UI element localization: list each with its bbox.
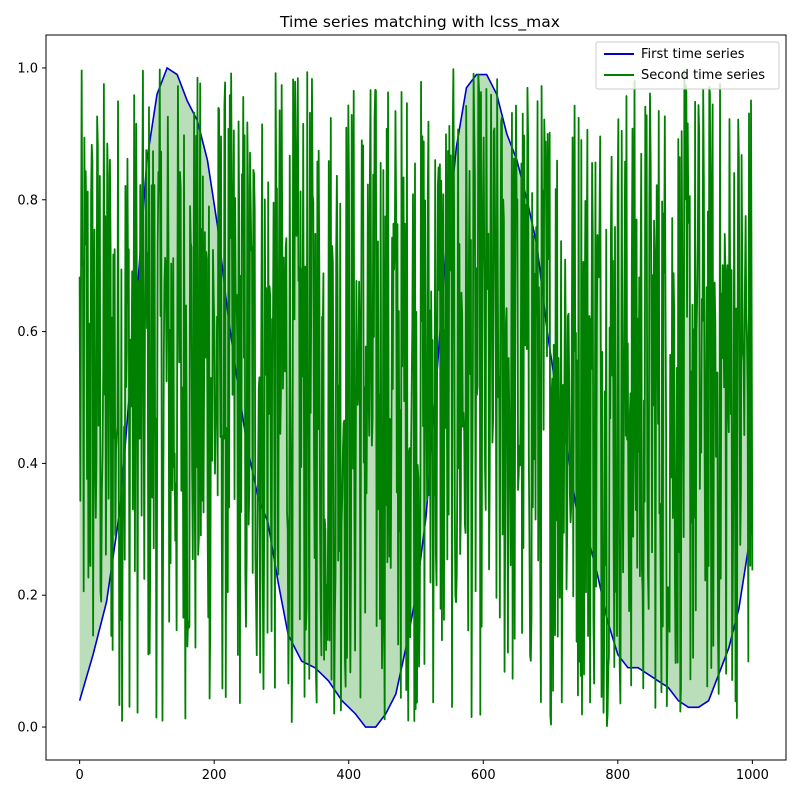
y-tick-label: 0.4 — [17, 457, 38, 472]
x-tick-label: 1000 — [736, 768, 769, 783]
x-axis: 0 200 400 600 800 1000 — [75, 760, 769, 783]
plot-area — [78, 66, 754, 728]
y-tick-label: 0.6 — [17, 325, 38, 340]
y-axis: 0.0 0.2 0.4 0.6 0.8 1.0 — [17, 61, 46, 736]
chart-title: Time series matching with lcss_max — [279, 13, 560, 32]
y-tick-label: 1.0 — [17, 61, 38, 76]
legend-label-second: Second time series — [641, 68, 765, 83]
x-tick-label: 0 — [75, 768, 83, 783]
x-tick-label: 600 — [471, 768, 496, 783]
plot-frame — [45, 34, 787, 761]
y-tick-label: 0.2 — [17, 589, 38, 604]
legend-label-first: First time series — [641, 47, 745, 62]
legend: First time series Second time series — [595, 41, 780, 90]
series-line-second — [78, 68, 754, 728]
y-tick-label: 0.0 — [17, 721, 38, 736]
y-tick-label: 0.8 — [17, 193, 38, 208]
x-tick-label: 400 — [336, 768, 361, 783]
x-tick-label: 200 — [202, 768, 227, 783]
legend-frame — [595, 41, 780, 90]
x-tick-label: 800 — [605, 768, 630, 783]
